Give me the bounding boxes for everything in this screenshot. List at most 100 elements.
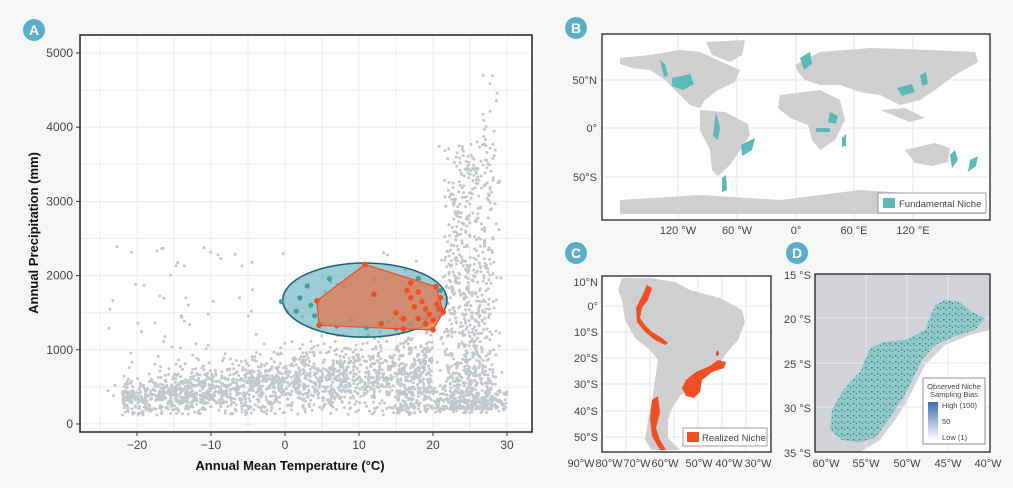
data-point: [181, 400, 185, 404]
data-point: [328, 345, 332, 349]
data-point: [449, 364, 453, 368]
data-point: [239, 359, 243, 363]
data-point: [429, 333, 433, 337]
data-point: [182, 387, 186, 391]
x-tick-label: −10: [201, 438, 222, 452]
data-point: [460, 147, 464, 151]
data-point: [450, 198, 454, 201]
data-point: [494, 375, 498, 379]
data-point: [195, 402, 199, 406]
data-point: [456, 205, 460, 209]
data-point: [158, 406, 162, 410]
tick-label: 40°W: [715, 458, 743, 470]
data-point: [483, 229, 487, 233]
data-point: [236, 384, 240, 388]
data-point: [170, 408, 174, 412]
data-point: [273, 399, 277, 402]
data-point: [396, 380, 400, 384]
fundamental-point: [437, 287, 443, 294]
data-point: [174, 264, 178, 268]
data-point: [213, 386, 217, 390]
y-tick-label: 2000: [46, 269, 73, 283]
data-point: [426, 395, 430, 399]
data-point: [267, 369, 271, 373]
data-point: [487, 390, 491, 394]
data-point: [192, 377, 196, 381]
data-point: [406, 342, 410, 346]
data-point: [393, 362, 397, 366]
map-d-y-ticks: 15 °S 20 °S 25 °S 30 °S 35 °S: [784, 270, 811, 460]
tick-label: 10°S: [574, 327, 598, 339]
data-point: [418, 401, 422, 405]
plot-frame: [79, 34, 533, 433]
data-point: [339, 358, 342, 362]
data-point: [256, 405, 260, 409]
data-point: [277, 389, 281, 393]
data-point: [483, 336, 487, 340]
data-point: [246, 314, 250, 318]
data-point: [311, 385, 315, 389]
data-point: [468, 366, 472, 369]
data-point: [484, 365, 488, 369]
data-point: [178, 401, 182, 405]
data-point: [329, 412, 333, 415]
data-point: [274, 366, 278, 370]
data-point: [407, 413, 411, 416]
data-point: [205, 396, 209, 400]
data-point: [458, 183, 462, 187]
data-point: [336, 386, 340, 390]
data-point: [297, 366, 300, 370]
data-point: [324, 368, 328, 372]
data-point: [460, 186, 464, 190]
realized-point: [422, 321, 429, 327]
data-point: [443, 353, 447, 357]
tick-label: 50°S: [573, 172, 597, 184]
data-point: [476, 212, 480, 216]
data-point: [446, 188, 450, 192]
data-point: [418, 380, 421, 384]
data-point: [454, 230, 458, 234]
fundamental-point: [297, 295, 303, 301]
data-point: [342, 406, 346, 409]
south-america-map-c: 10°N 0° 10°S 20°S 30°S 40°S 50°S 90°W 80…: [567, 275, 772, 470]
data-point: [469, 388, 473, 392]
data-point: [334, 408, 338, 411]
data-point: [322, 342, 326, 346]
data-point: [404, 379, 408, 383]
data-point: [162, 340, 166, 344]
data-point: [489, 262, 493, 266]
fundamental-point: [278, 298, 284, 305]
data-point: [457, 271, 461, 275]
data-point: [475, 336, 479, 340]
data-point: [347, 356, 351, 360]
data-point: [482, 276, 486, 280]
data-point: [301, 368, 305, 372]
data-point: [296, 381, 300, 384]
data-point: [361, 385, 364, 389]
data-point: [406, 372, 410, 376]
data-point: [472, 262, 476, 266]
data-point: [367, 373, 371, 377]
data-point: [465, 325, 469, 329]
data-point: [458, 325, 462, 329]
data-point: [249, 309, 253, 313]
data-point: [307, 378, 311, 382]
data-point: [400, 370, 404, 373]
data-point: [351, 394, 355, 398]
data-point: [487, 297, 491, 301]
data-point: [430, 340, 434, 344]
data-point: [145, 399, 149, 403]
data-point: [320, 396, 324, 400]
data-point: [352, 396, 356, 400]
data-point: [477, 178, 481, 182]
data-point: [448, 234, 451, 238]
data-point: [450, 331, 454, 335]
data-point: [465, 364, 469, 368]
data-point: [463, 245, 466, 249]
data-point: [259, 395, 263, 399]
data-point: [169, 412, 173, 416]
data-point: [265, 378, 269, 382]
data-point: [473, 378, 477, 382]
fundamental-point: [293, 308, 299, 314]
data-point: [252, 376, 256, 380]
